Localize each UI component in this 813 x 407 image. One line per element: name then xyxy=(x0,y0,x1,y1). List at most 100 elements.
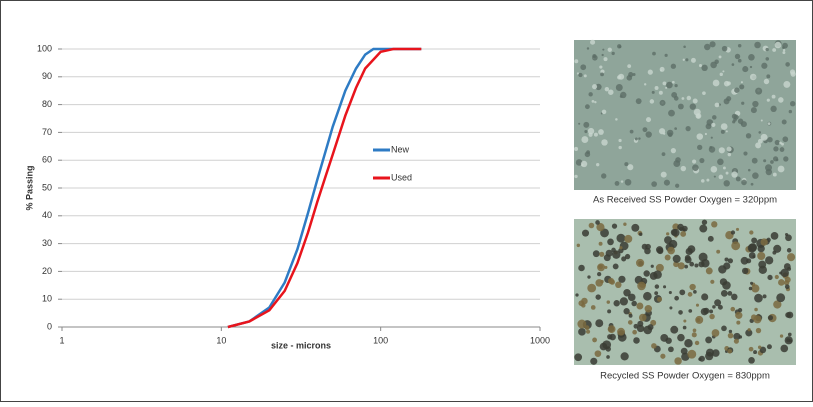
particle xyxy=(631,223,640,232)
particle xyxy=(607,47,612,52)
legend-label: Used xyxy=(391,172,412,182)
particle xyxy=(724,257,729,262)
particle xyxy=(712,305,716,309)
particle xyxy=(603,57,608,62)
particle xyxy=(778,97,784,103)
y-tick-label: 90 xyxy=(42,71,52,81)
particle xyxy=(642,127,648,133)
particle xyxy=(624,162,629,167)
particle xyxy=(596,162,600,167)
particle xyxy=(667,246,675,255)
particle xyxy=(607,277,615,284)
particle xyxy=(592,54,597,59)
particle xyxy=(699,224,708,233)
particle xyxy=(782,46,785,49)
particle xyxy=(620,91,627,99)
particle xyxy=(612,250,621,259)
particle xyxy=(731,171,738,178)
particle xyxy=(654,291,659,296)
particle xyxy=(758,260,767,269)
particle xyxy=(611,51,615,56)
y-tick-label: 0 xyxy=(47,321,52,331)
caption: Recycled SS Powder Oxygen = 830ppm xyxy=(600,371,770,382)
particle xyxy=(740,121,747,128)
x-axis-label: size - microns xyxy=(271,340,331,350)
particle xyxy=(592,250,600,258)
particle xyxy=(655,246,664,254)
particle xyxy=(772,48,777,52)
particle xyxy=(614,181,620,186)
y-tick-label: 100 xyxy=(37,43,52,53)
particle xyxy=(765,164,773,172)
particle xyxy=(710,279,715,284)
particle xyxy=(578,122,581,125)
particle xyxy=(679,226,684,232)
particle xyxy=(599,342,608,351)
particle xyxy=(747,328,751,332)
particle xyxy=(599,251,605,257)
particle xyxy=(683,45,686,49)
particle xyxy=(784,284,790,290)
particle xyxy=(755,142,762,149)
particle xyxy=(615,84,623,91)
particle xyxy=(684,339,693,348)
particle xyxy=(698,261,705,268)
particle xyxy=(773,244,782,253)
particle xyxy=(734,53,741,60)
particle xyxy=(720,123,728,130)
particle xyxy=(672,254,681,263)
particle xyxy=(685,126,691,132)
particle xyxy=(701,64,708,72)
particle xyxy=(635,258,645,268)
particle xyxy=(696,133,704,140)
particle xyxy=(618,275,626,283)
particle xyxy=(707,235,714,242)
particle xyxy=(696,318,701,322)
particle xyxy=(765,47,769,52)
particle xyxy=(758,131,762,134)
particle xyxy=(607,309,612,314)
particle xyxy=(595,319,604,328)
particle xyxy=(712,349,720,357)
particle xyxy=(598,129,604,135)
particle xyxy=(727,258,733,264)
particle xyxy=(680,165,687,172)
particle xyxy=(754,307,758,312)
particle xyxy=(666,81,673,89)
particle xyxy=(654,284,660,289)
particle xyxy=(766,98,770,102)
particle xyxy=(720,129,725,134)
particle xyxy=(765,57,770,61)
particle xyxy=(761,62,768,69)
particle xyxy=(712,79,720,87)
particle xyxy=(719,72,723,77)
particle xyxy=(651,181,657,187)
particle xyxy=(749,65,753,69)
particle xyxy=(655,263,664,272)
particle xyxy=(783,263,791,270)
particle xyxy=(770,105,777,113)
particle xyxy=(751,284,760,293)
particle xyxy=(643,270,650,277)
particle xyxy=(580,160,588,168)
particle xyxy=(595,294,601,300)
particle xyxy=(735,311,743,319)
particle xyxy=(718,174,724,180)
particle xyxy=(767,122,771,126)
particle xyxy=(710,136,713,139)
particle xyxy=(709,145,713,149)
particle xyxy=(584,129,588,134)
particle xyxy=(784,280,790,286)
particle xyxy=(643,291,652,301)
particle xyxy=(618,45,622,49)
particle xyxy=(687,349,697,359)
particle xyxy=(647,69,653,75)
particle xyxy=(671,92,678,98)
particle xyxy=(760,238,768,246)
particle xyxy=(574,146,579,151)
particle xyxy=(692,159,697,164)
particle xyxy=(782,136,789,143)
particle xyxy=(731,63,735,66)
particle xyxy=(575,159,583,166)
particle xyxy=(665,86,668,89)
